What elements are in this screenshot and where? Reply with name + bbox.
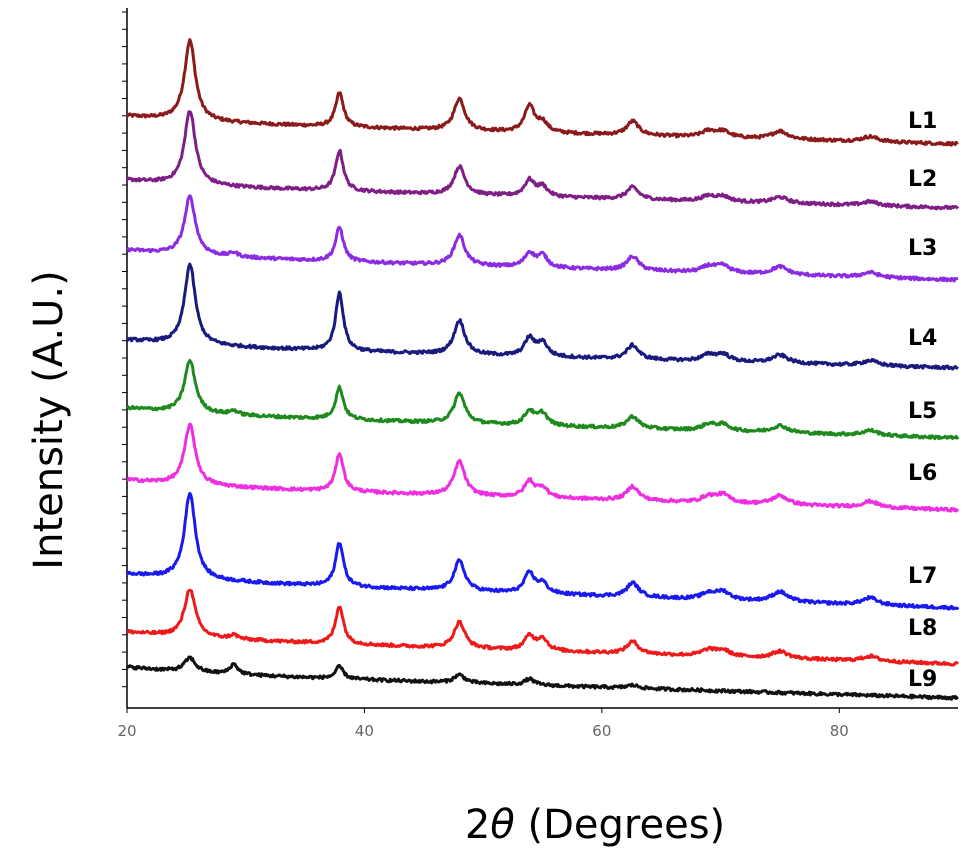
series-group [125, 38, 960, 701]
x-axis-label-suffix: (Degrees) [515, 802, 725, 848]
series-label-l3: L3 [908, 236, 937, 261]
x-axis-label: 2θ (Degrees) [465, 802, 725, 848]
series-line-l2 [125, 110, 960, 211]
series-line-l5 [126, 359, 960, 441]
x-axis-ticks: 20 40 60 80 [117, 708, 849, 740]
series-label-l2: L2 [908, 167, 937, 192]
series-label-l1: L1 [908, 109, 937, 134]
y-axis-label: Intensity (A.U.) [26, 270, 72, 569]
y-axis-ticks [122, 11, 127, 688]
series-line-l4 [126, 262, 959, 371]
series-label-l4: L4 [908, 326, 937, 351]
series-label-l5: L5 [908, 399, 937, 424]
plot-area: 20 40 60 80 L1 L2 L3 L4 L5 L6 L7 L8 L9 [117, 8, 960, 740]
series-line-l6 [126, 422, 960, 513]
series-line-l1 [125, 38, 959, 147]
series-label-l9: L9 [908, 667, 937, 692]
x-tick-label: 20 [117, 722, 136, 740]
x-tick-label: 40 [355, 722, 374, 740]
series-line-l9 [126, 655, 959, 701]
series-line-l3 [126, 194, 959, 283]
x-axis-label-symbol: θ [490, 802, 514, 848]
series-label-l8: L8 [908, 616, 937, 641]
series-line-l7 [125, 491, 960, 611]
series-line-l8 [126, 588, 959, 667]
x-tick-label: 80 [830, 722, 849, 740]
series-label-l6: L6 [908, 461, 937, 486]
x-axis-label-prefix: 2 [465, 802, 490, 848]
series-labels: L1 L2 L3 L4 L5 L6 L7 L8 L9 [908, 109, 937, 692]
series-label-l7: L7 [908, 564, 937, 589]
x-tick-label: 60 [592, 722, 611, 740]
